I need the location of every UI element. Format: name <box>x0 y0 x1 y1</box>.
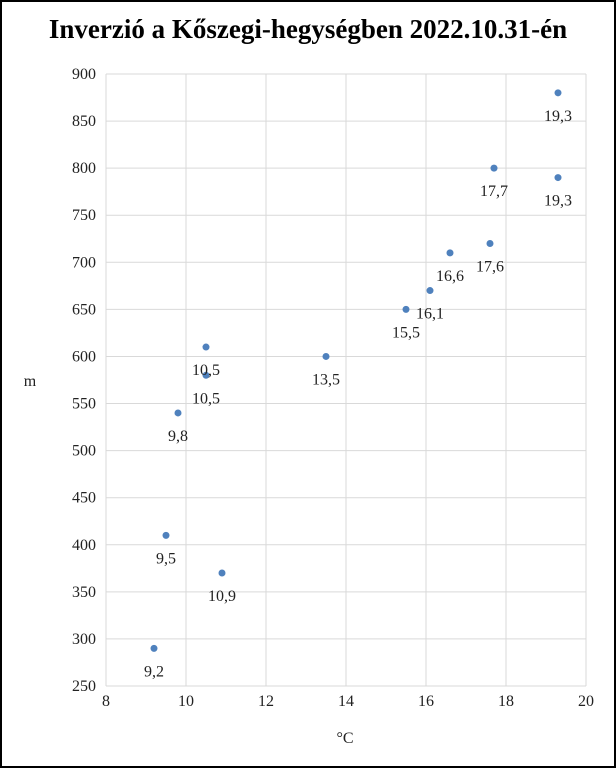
y-tick-label: 700 <box>72 254 96 271</box>
data-point <box>426 287 434 295</box>
y-tick-label: 400 <box>72 537 96 554</box>
x-tick-label: 18 <box>498 693 514 710</box>
data-label: 19,3 <box>544 193 572 210</box>
data-point <box>554 89 562 97</box>
x-tick-label: 20 <box>578 693 594 710</box>
tick-labels: 8 10 12 14 16 18 20 250 300 350 400 450 500 550 600 650… <box>72 66 594 710</box>
x-tick-label: 10 <box>178 693 194 710</box>
data-point <box>490 164 498 172</box>
data-point <box>446 249 454 257</box>
data-label: 10,5 <box>192 390 220 407</box>
data-point <box>402 305 410 313</box>
data-point <box>162 531 170 539</box>
data-points: 9,2 9,5 10,9 9,8 10,5 10,5 13,5 15,516,1 16,6 17,… <box>144 89 572 680</box>
data-point <box>486 239 494 247</box>
y-tick-label: 650 <box>72 301 96 318</box>
data-point <box>322 352 330 360</box>
y-tick-label: 800 <box>72 160 96 177</box>
data-point <box>202 371 210 379</box>
grid <box>105 73 587 687</box>
data-label: 17,7 <box>480 183 508 200</box>
data-label: 13,5 <box>312 371 340 388</box>
y-tick-label: 750 <box>72 207 96 224</box>
data-label: 16,1 <box>416 306 444 323</box>
data-label: 16,6 <box>436 268 464 285</box>
x-tick-label: 14 <box>338 693 354 710</box>
y-tick-label: 300 <box>72 631 96 648</box>
data-label: 15,5 <box>392 324 420 341</box>
y-tick-label: 900 <box>72 66 96 83</box>
y-tick-label: 350 <box>72 584 96 601</box>
y-tick-label: 450 <box>72 490 96 507</box>
chart-title: Inverzió a Kőszegi-hegységben 2022.10.31… <box>48 14 568 44</box>
y-axis-label: m <box>24 373 37 390</box>
y-tick-label: 500 <box>72 443 96 460</box>
x-axis-label: °C <box>336 730 353 747</box>
x-tick-label: 16 <box>418 693 434 710</box>
y-tick-label: 850 <box>72 113 96 130</box>
y-tick-label: 250 <box>72 678 96 695</box>
y-tick-label: 550 <box>72 396 96 413</box>
data-label: 9,8 <box>168 428 188 445</box>
y-tick-label: 600 <box>72 348 96 365</box>
x-tick-label: 12 <box>258 693 274 710</box>
data-point <box>174 409 182 417</box>
data-label: 10,9 <box>208 588 236 605</box>
data-label: 19,3 <box>544 108 572 125</box>
data-label: 9,5 <box>156 550 176 567</box>
data-point <box>554 174 562 182</box>
data-point <box>202 343 210 351</box>
data-label: 10,5 <box>192 362 220 379</box>
data-point <box>218 569 226 577</box>
data-label: 17,6 <box>476 258 504 275</box>
data-label: 9,2 <box>144 663 164 680</box>
x-tick-label: 8 <box>102 693 110 710</box>
data-point <box>150 644 158 652</box>
